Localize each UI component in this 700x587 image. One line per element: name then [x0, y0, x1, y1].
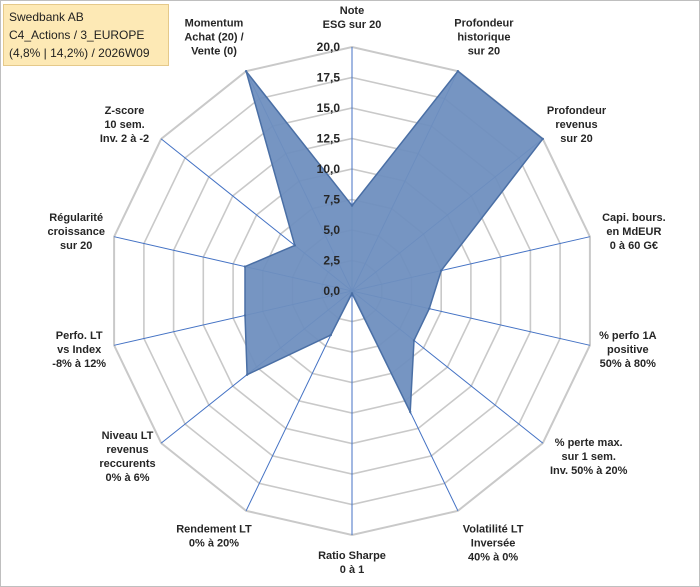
radar-axis-labels: Note ESG sur 20 Profondeur historique sur 20…	[47, 5, 665, 576]
info-company: Swedbank AB	[9, 10, 84, 24]
info-category: C4_Actions / 3_EUROPE	[9, 28, 145, 42]
axis-label-line: Achat (20) /	[184, 31, 243, 43]
axis-label: Profondeur revenus sur 20	[547, 105, 607, 145]
axis-label-line: historique	[457, 31, 510, 43]
axis-label-line: Niveau LT	[102, 430, 154, 442]
series-point	[329, 333, 332, 337]
series-point	[243, 314, 247, 317]
axis-label-line: sur 1 sem.	[561, 451, 615, 463]
axis-label-line: sur 20	[468, 45, 500, 57]
axis-label-line: Momentum	[185, 17, 244, 29]
series-point	[244, 70, 248, 73]
series-point	[440, 269, 443, 272]
axis-label-line: 0% à 20%	[189, 538, 239, 550]
axis-label: % perte max. sur 1 sem. Inv. 50% à 20%	[550, 437, 628, 477]
tick-label: 0,0	[323, 284, 340, 298]
tick-label: 15,0	[317, 101, 341, 115]
axis-label-line: Régularité	[49, 212, 103, 224]
tick-label: 12,5	[317, 132, 341, 146]
series-point	[456, 70, 460, 73]
axis-label: Z-score 10 sem. Inv. 2 à -2	[100, 105, 149, 145]
axis-label-line: 10 sem.	[104, 119, 144, 131]
axis-label-line: 0 à 60 G€	[610, 240, 658, 252]
series-point	[350, 204, 354, 207]
tick-label: 7,5	[323, 193, 340, 207]
axis-label-line: Perfo. LT	[56, 330, 103, 342]
axis-label-line: Rendement LT	[176, 524, 252, 536]
axis-label-line: Volatilité LT	[463, 524, 524, 536]
axis-label: Régularité croissance sur 20	[47, 212, 104, 252]
axis-label: % perfo 1A positive 50% à 80%	[599, 330, 657, 370]
axis-label-line: Inv. 50% à 20%	[550, 465, 628, 477]
axis-label-line: Note	[340, 5, 364, 17]
axis-label-line: -8% à 12%	[52, 358, 106, 370]
series-point	[409, 410, 412, 414]
series-point	[243, 265, 247, 268]
series-point	[541, 137, 544, 141]
radar-tick-labels: 0,0 2,5 5,0 7,5 10,0 12,5 15,0 17,5 20,0	[317, 40, 341, 298]
tick-label: 5,0	[323, 223, 340, 237]
axis-label-line: Capi. bours.	[602, 212, 666, 224]
series-point	[350, 292, 354, 295]
axis-label-line: 0 à 1	[340, 564, 364, 576]
axis-label-line: % perfo 1A	[599, 330, 657, 342]
axis-label: Capi. bours. en MdEUR 0 à 60 G€	[602, 212, 666, 252]
series-point	[428, 307, 431, 310]
axis-label: Perfo. LT vs Index -8% à 12%	[52, 330, 106, 370]
tick-label: 20,0	[317, 40, 341, 54]
axis-label-line: Inv. 2 à -2	[100, 133, 149, 145]
series-point	[245, 373, 249, 376]
axis-label: Note ESG sur 20	[323, 5, 382, 31]
axis-label: Ratio Sharpe 0 à 1	[318, 550, 386, 576]
axis-label-line: Profondeur	[547, 105, 607, 117]
info-box: Swedbank AB C4_Actions / 3_EUROPE (4,8% …	[3, 4, 169, 66]
axis-label-line: en MdEUR	[606, 226, 661, 238]
axis-label-line: revenus	[555, 119, 597, 131]
tick-label: 17,5	[317, 71, 341, 85]
axis-label: Rendement LT 0% à 20%	[176, 524, 252, 550]
series-point	[293, 244, 296, 247]
axis-label: Niveau LT revenus reccurents 0% à 6%	[99, 430, 155, 484]
axis-label-line: 0% à 6%	[105, 472, 149, 484]
axis-label-line: Profondeur	[454, 17, 514, 29]
axis-label-line: revenus	[106, 444, 148, 456]
axis-label-line: reccurents	[99, 458, 155, 470]
axis-label-line: 50% à 80%	[600, 358, 656, 370]
axis-label: Profondeur historique sur 20	[454, 17, 514, 57]
axis-label-line: Z-score	[105, 105, 145, 117]
axis-label-line: Inversée	[471, 538, 516, 550]
axis-label-line: positive	[607, 344, 649, 356]
axis-label-line: croissance	[47, 226, 104, 238]
axis-label: Momentum Achat (20) / Vente (0)	[184, 17, 243, 57]
tick-label: 2,5	[323, 254, 340, 268]
axis-label-line: vs Index	[57, 344, 102, 356]
axis-label-line: sur 20	[60, 240, 92, 252]
axis-label-line: 40% à 0%	[468, 552, 518, 564]
axis-label-line: Ratio Sharpe	[318, 550, 386, 562]
axis-label: Volatilité LT Inversée 40% à 0%	[463, 524, 524, 564]
tick-label: 10,0	[317, 162, 341, 176]
axis-label-line: sur 20	[560, 133, 592, 145]
axis-label-line: Vente (0)	[191, 45, 237, 57]
info-period: (4,8% | 14,2%) / 2026W09	[9, 46, 150, 60]
radar-series	[243, 70, 544, 415]
series-point	[412, 339, 416, 342]
axis-label-line: ESG sur 20	[323, 19, 382, 31]
axis-label-line: % perte max.	[555, 437, 623, 449]
